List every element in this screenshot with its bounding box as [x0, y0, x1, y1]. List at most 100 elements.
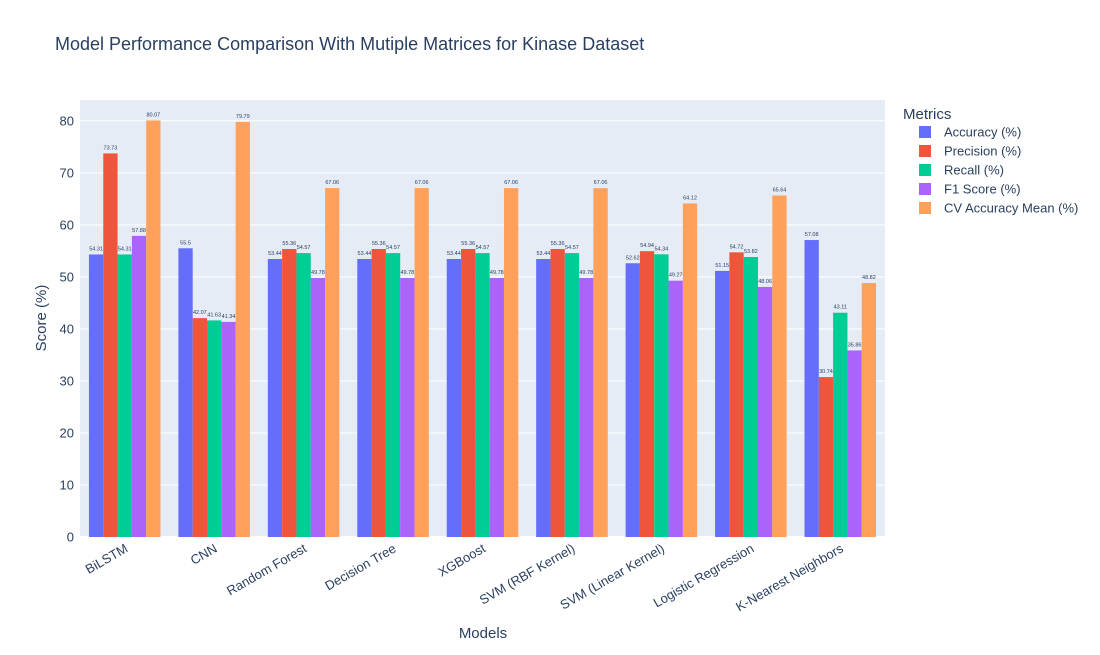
legend-label[interactable]: F1 Score (%) — [944, 182, 1021, 197]
legend-swatch[interactable] — [919, 145, 931, 157]
bar — [357, 258, 372, 537]
bars-group — [88, 120, 877, 538]
data-label: 54.34 — [655, 246, 669, 252]
legend-label[interactable]: Accuracy (%) — [944, 125, 1021, 140]
bar — [625, 263, 640, 537]
legend-swatch[interactable] — [919, 202, 931, 214]
legend-swatch[interactable] — [919, 164, 931, 176]
data-label: 48.82 — [862, 275, 876, 281]
x-tick-label: CNN — [188, 541, 220, 568]
bar — [103, 153, 118, 537]
x-axis-title: Models — [459, 625, 507, 642]
bar — [847, 350, 862, 537]
data-label: 49.27 — [669, 273, 683, 279]
y-tick-label: 70 — [60, 165, 74, 180]
bar — [715, 270, 730, 537]
data-label: 54.72 — [730, 244, 744, 250]
bar — [207, 320, 222, 537]
data-label: 55.36 — [551, 241, 565, 247]
bar — [489, 278, 504, 537]
data-label: 52.62 — [626, 255, 640, 261]
bar — [772, 195, 787, 537]
bar — [414, 188, 429, 537]
data-label: 43.11 — [834, 305, 847, 311]
bar — [88, 254, 104, 538]
y-tick-label: 0 — [67, 530, 74, 545]
bar — [579, 278, 594, 537]
data-label: 54.57 — [386, 245, 400, 251]
bar — [536, 258, 551, 537]
bar — [550, 248, 565, 537]
data-label: 67.06 — [594, 180, 608, 186]
data-label: 35.86 — [848, 342, 862, 348]
data-label: 55.36 — [282, 241, 296, 247]
legend: Metrics Accuracy (%) Precision (%) Recall … — [903, 106, 1078, 216]
bar — [682, 203, 698, 537]
data-label: 41.63 — [207, 312, 221, 318]
bar — [371, 248, 386, 537]
bar — [282, 248, 297, 537]
bar — [593, 188, 608, 537]
data-label: 55.5 — [180, 240, 191, 246]
x-tick-label: XGBoost — [435, 540, 488, 579]
legend-swatch[interactable] — [919, 126, 931, 138]
data-label: 53.44 — [447, 251, 461, 257]
legend-swatch[interactable] — [919, 183, 931, 195]
data-label: 54.31 — [89, 246, 103, 252]
data-label: 54.57 — [297, 245, 311, 251]
x-tick-labels: BiLSTM CNN Random Forest Decision Tree XGBoo… — [83, 540, 847, 614]
bar — [461, 248, 476, 537]
bar — [861, 283, 877, 537]
bar — [446, 258, 462, 537]
y-axis-title: Score (%) — [33, 285, 50, 352]
legend-title: Metrics — [903, 106, 951, 123]
data-label: 65.64 — [773, 188, 787, 194]
bar — [564, 253, 580, 537]
bar — [654, 254, 669, 537]
data-label: 49.78 — [311, 270, 325, 276]
data-label: 54.57 — [476, 245, 490, 251]
data-label: 51.15 — [715, 263, 729, 269]
y-tick-label: 10 — [60, 477, 74, 492]
data-label: 54.57 — [565, 245, 579, 251]
bar — [267, 258, 283, 537]
data-label: 67.06 — [415, 180, 429, 186]
legend-label[interactable]: CV Accuracy Mean (%) — [944, 201, 1078, 216]
data-label: 54.31 — [118, 246, 132, 252]
y-tick-label: 40 — [60, 321, 74, 336]
data-label: 57.08 — [805, 232, 819, 238]
bar — [668, 280, 683, 537]
bar — [131, 235, 147, 538]
chart-title: Model Performance Comparison With Mutipl… — [55, 34, 644, 54]
data-label: 67.06 — [325, 180, 339, 186]
data-label: 79.79 — [236, 114, 250, 120]
legend-label[interactable]: Precision (%) — [944, 144, 1021, 159]
data-label: 53.82 — [744, 249, 758, 255]
bar — [503, 188, 519, 537]
data-label: 53.44 — [358, 251, 372, 257]
bar — [400, 278, 415, 537]
y-tick-label: 50 — [60, 269, 74, 284]
y-tick-label: 60 — [60, 217, 74, 232]
bar — [385, 253, 401, 537]
data-label: 57.88 — [132, 228, 146, 234]
y-tick-label: 30 — [60, 373, 74, 388]
data-label: 30.74 — [819, 369, 833, 375]
x-tick-label: BiLSTM — [83, 541, 131, 577]
bar — [475, 253, 490, 537]
data-label: 41.34 — [222, 314, 236, 320]
legend-label[interactable]: Recall (%) — [944, 163, 1004, 178]
data-label: 55.36 — [372, 241, 386, 247]
bar — [639, 251, 655, 537]
bar — [221, 321, 236, 537]
data-label: 67.06 — [504, 180, 518, 186]
bar — [833, 312, 848, 537]
bar — [743, 257, 758, 537]
bar — [818, 377, 834, 537]
data-label: 49.78 — [490, 270, 504, 276]
bar — [296, 253, 311, 537]
bar — [325, 188, 340, 537]
